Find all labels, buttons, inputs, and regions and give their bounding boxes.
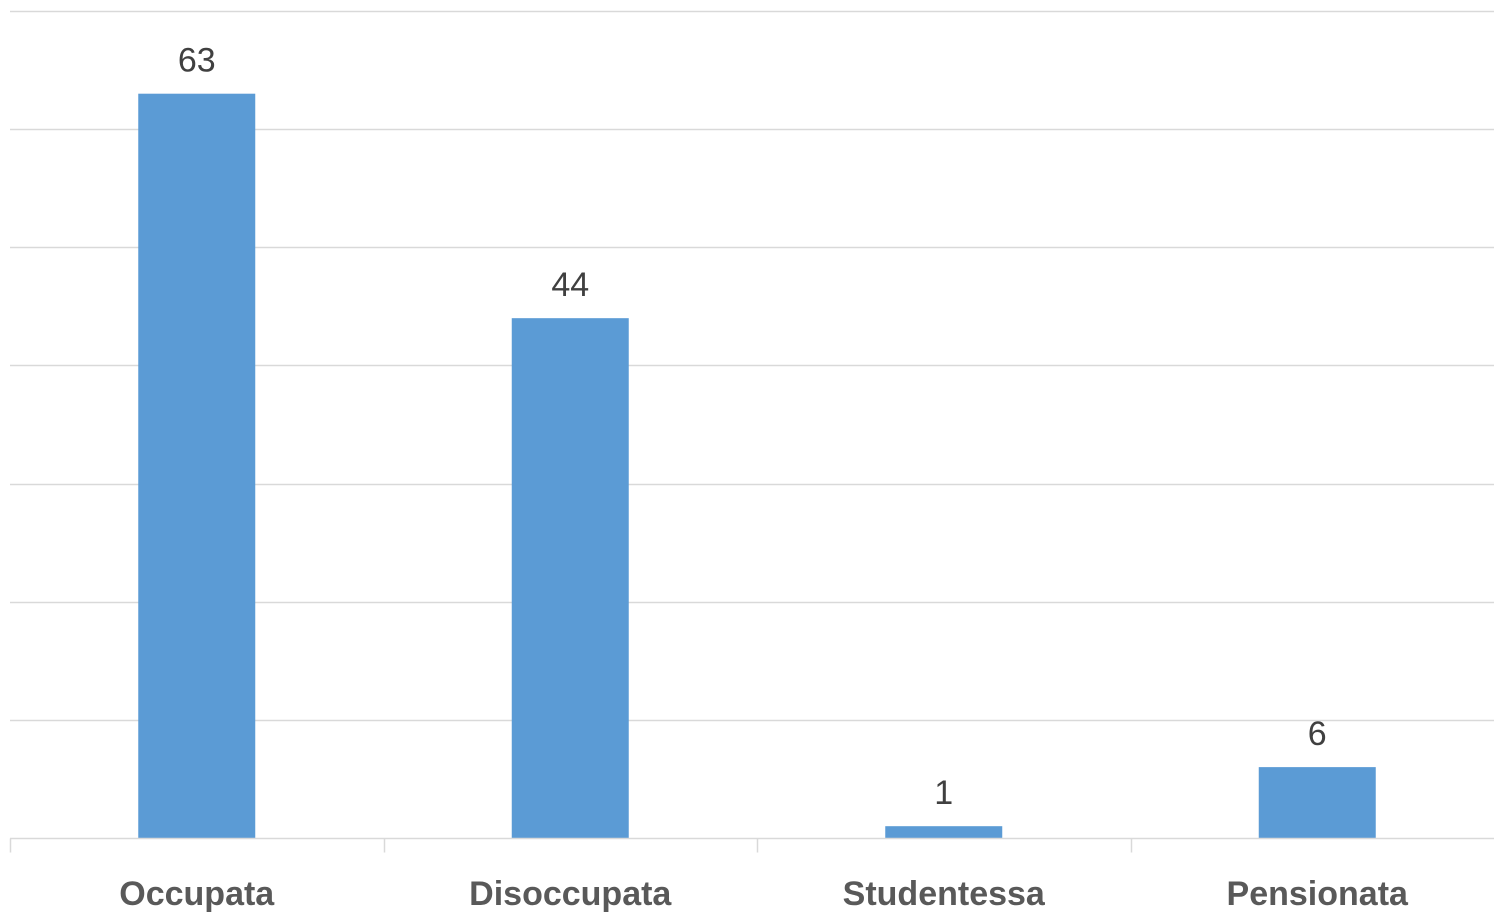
bar-occupata bbox=[138, 93, 256, 838]
category-label-disoccupata: Disoccupata bbox=[469, 875, 672, 913]
bar-pensionata bbox=[1258, 767, 1376, 838]
data-label-disoccupata: 44 bbox=[551, 266, 589, 304]
data-label-studentessa: 1 bbox=[934, 774, 953, 812]
bar-studentessa bbox=[885, 826, 1003, 838]
x-axis bbox=[9, 837, 1494, 853]
category-label-occupata: Occupata bbox=[119, 875, 275, 913]
category-labels: Occupata Disoccupata Studentessa Pensionata bbox=[119, 875, 1409, 913]
data-label-pensionata: 6 bbox=[1308, 715, 1327, 753]
category-label-studentessa: Studentessa bbox=[843, 875, 1046, 913]
gridlines bbox=[10, 10, 1494, 722]
category-label-pensionata: Pensionata bbox=[1227, 875, 1409, 913]
data-label-occupata: 63 bbox=[178, 42, 216, 80]
bars bbox=[138, 93, 1376, 839]
bar-disoccupata bbox=[511, 318, 629, 839]
data-labels: 63 44 1 6 bbox=[178, 42, 1327, 812]
